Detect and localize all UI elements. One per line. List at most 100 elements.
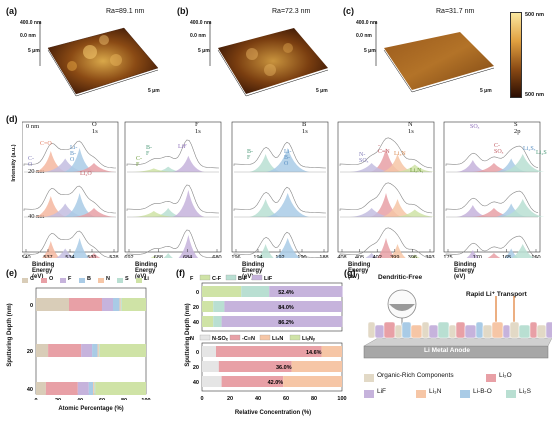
xps-frame-2	[231, 121, 329, 253]
xps-tick: 393	[425, 255, 434, 258]
z-scale-top: 400.0 nm	[190, 20, 212, 26]
f-legend-swatch	[199, 274, 211, 281]
xps-peak	[495, 158, 528, 172]
xps-tick: 194	[253, 255, 262, 258]
xps-envelope	[23, 185, 117, 214]
colorbar-bottom: 500 nm	[525, 92, 544, 98]
xps-xlabel: Binding Energy (eV)	[348, 262, 371, 280]
xps-peak	[34, 151, 67, 172]
xps-tick: 175	[443, 255, 452, 258]
g-legend-label: Organic-Rich Components	[377, 372, 454, 379]
xps-tick: 408	[337, 255, 346, 258]
z-scale-bottom: 0.0 nm	[356, 33, 372, 39]
xps-peak	[504, 248, 519, 258]
xps-peak	[249, 199, 282, 217]
f-legend-swatch	[199, 334, 211, 341]
f-tick: 20	[227, 396, 233, 402]
f-chart: F C-F B-F LiF 0 52.4% 20 84.0% 40 86.2% N N-SOₓ -C≡N…	[190, 274, 347, 402]
roughness-label: Ra=89.1 nm	[106, 8, 145, 15]
x-length: 5 μm	[148, 88, 160, 94]
xps-peak	[257, 244, 274, 258]
xps-peak-label: Li₂Sₓ	[523, 146, 536, 152]
xps-peak	[350, 208, 394, 217]
f-category-label: 20	[193, 305, 199, 311]
xps-peak-label: LiF	[178, 144, 187, 150]
xps-tick: 165	[502, 255, 511, 258]
xps-peak	[172, 190, 205, 217]
y-length: 5 μm	[364, 48, 376, 54]
g-legend-label: Li₃N	[429, 388, 442, 395]
e-tick: 100	[141, 398, 150, 400]
f-legend-swatch	[259, 334, 271, 341]
e-legend-swatch	[41, 278, 47, 283]
e-bar-segment	[92, 344, 98, 357]
xps-peak	[87, 253, 101, 258]
xps-envelope	[23, 140, 117, 169]
f-bar-segment	[202, 361, 219, 372]
xps-peak	[72, 208, 116, 217]
f-legend-label: LiₓNᵧ	[302, 336, 316, 342]
xps-peak	[63, 193, 96, 217]
f-legend-swatch	[229, 334, 241, 341]
xps-tick: 692	[124, 255, 133, 258]
sei-grain	[509, 321, 520, 339]
xps-xlabel: Binding Energy (eV)	[32, 262, 55, 280]
xps-peak	[132, 168, 176, 172]
afm-image-a: Ra=89.1 nm 400.0 nm 0.0 nm 5 μm 5 μm	[20, 8, 170, 108]
xps-peak	[63, 148, 96, 172]
xps-envelope	[339, 182, 433, 214]
xps-envelope	[445, 145, 539, 168]
sei-grain	[464, 324, 477, 339]
f-category-label: 0	[196, 350, 199, 356]
xps-peak	[152, 166, 185, 172]
f-tick: 60	[283, 396, 289, 402]
xps-peak-label: Li₂O	[80, 171, 92, 177]
xps-peak	[350, 163, 394, 172]
xps-ylabel: Intensity (a.u.)	[11, 144, 17, 182]
xps-peak	[393, 209, 437, 217]
xps-peak	[511, 244, 534, 258]
xps-title-2: B 1s	[302, 121, 308, 135]
f-bar-segment	[213, 316, 222, 327]
xps-spectra: 540 537 534 531 528 692 688 684 680 196 194 192 190 1…	[22, 121, 545, 258]
f-legend-label: LiF	[264, 276, 273, 282]
xps-peak	[70, 238, 90, 258]
sei-grain	[545, 321, 552, 339]
panel-label-e: (e)	[6, 268, 17, 278]
afm-surface	[375, 22, 495, 93]
x-length: 5 μm	[316, 88, 328, 94]
depth-label-20: 20 nm	[28, 168, 45, 175]
xps-peak	[466, 250, 480, 258]
xps-tick: 537	[43, 255, 52, 258]
xps-peak-label: N-SOₓ	[359, 152, 369, 164]
f-tick: 100	[337, 396, 346, 402]
xps-peak-label: C=O	[40, 141, 52, 147]
panel-label-c: (c)	[343, 6, 354, 16]
g-legend-swatch	[506, 390, 516, 398]
g-legend-label: Li-B-O	[473, 388, 492, 395]
f-bar-segment	[216, 346, 322, 357]
f-category-label: 40	[193, 320, 199, 326]
xps-peak	[56, 248, 75, 258]
y-length: 5 μm	[198, 48, 210, 54]
f-bar-segment	[202, 346, 216, 357]
xps-peak	[132, 211, 176, 217]
xps-envelope	[233, 186, 327, 214]
f-legend-swatch	[225, 274, 237, 281]
g-legend-label: Li₂O	[499, 372, 512, 379]
e-bar-segment	[113, 298, 120, 311]
f-legend-swatch	[251, 274, 263, 281]
e-chart: 0 20 40 0 20 40 60 80 100	[27, 287, 151, 400]
sei-grain	[529, 321, 538, 339]
xps-tick: 190	[297, 255, 306, 258]
f-tick: 40	[255, 396, 261, 402]
xps-tick: 405	[355, 255, 364, 258]
xps-peak-label: B-F	[247, 149, 253, 161]
sei-grain	[502, 324, 511, 339]
xps-peak-label: B-F	[146, 145, 152, 157]
f-percent-label: 86.2%	[278, 320, 294, 326]
f-bar-segment	[221, 316, 343, 327]
f-bar-segment	[241, 286, 270, 297]
xps-tick: 688	[154, 255, 163, 258]
f-category-label: 40	[193, 380, 199, 386]
